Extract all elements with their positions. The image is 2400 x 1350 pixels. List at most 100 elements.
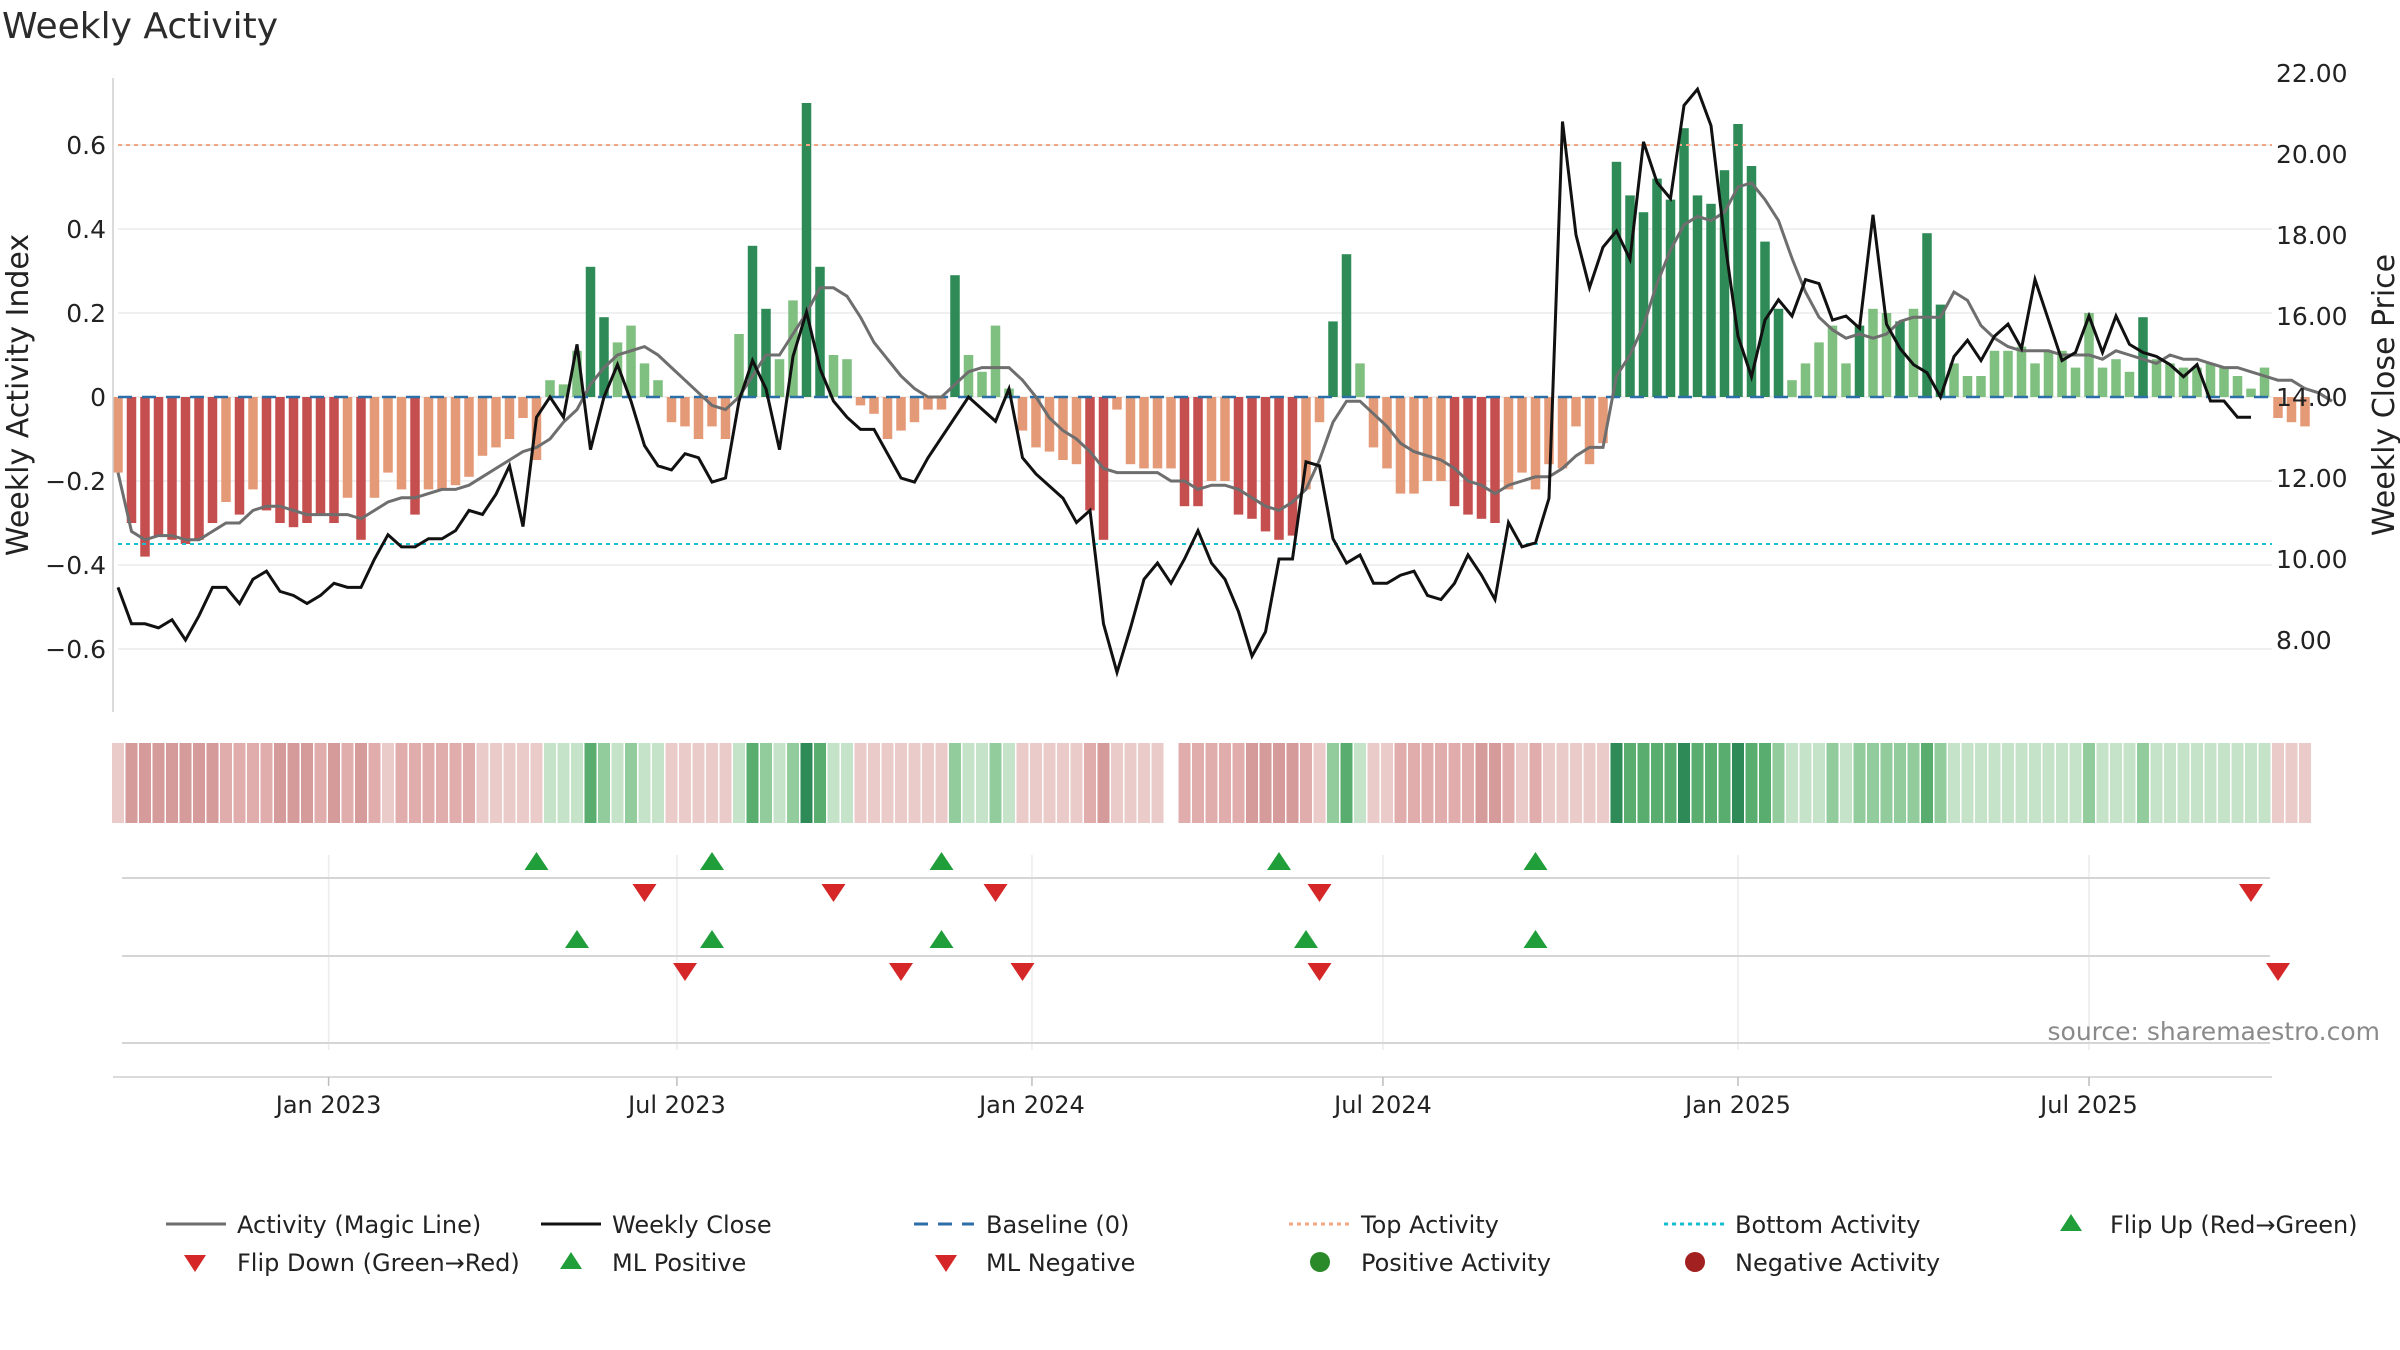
strip-cell bbox=[274, 743, 286, 823]
strip-cell bbox=[463, 743, 475, 823]
strip-cell bbox=[895, 743, 907, 823]
activity-bar bbox=[1638, 212, 1649, 397]
activity-bar bbox=[828, 355, 839, 397]
activity-bar bbox=[2151, 359, 2162, 397]
strip-cell bbox=[1880, 743, 1893, 823]
strip-cell bbox=[2299, 743, 2311, 823]
activity-bar bbox=[1247, 397, 1257, 519]
strip-cell bbox=[1259, 743, 1272, 823]
strip-cell bbox=[665, 743, 678, 823]
activity-bar bbox=[977, 371, 987, 397]
flip-up-marker bbox=[524, 852, 549, 870]
strip-cell bbox=[746, 743, 759, 823]
ml-negative-marker bbox=[2266, 963, 2290, 981]
activity-bar bbox=[2057, 350, 2067, 397]
strip-cell bbox=[1340, 743, 1353, 823]
y-tick-label: 0.2 bbox=[66, 299, 106, 328]
strip-cell bbox=[1030, 743, 1042, 823]
strip-cell bbox=[152, 743, 165, 823]
flip-down-marker bbox=[2239, 884, 2263, 902]
strip-cell bbox=[1435, 743, 1447, 823]
strip-cell bbox=[2204, 743, 2217, 823]
activity-bar bbox=[855, 397, 866, 406]
activity-bar bbox=[1530, 397, 1541, 490]
strip-cell bbox=[1151, 743, 1164, 823]
strip-cell bbox=[490, 743, 502, 823]
legend-flip-down: Flip Down (Green→Red) bbox=[237, 1249, 520, 1277]
y2-tick-label: 8.00 bbox=[2276, 626, 2332, 655]
strip-cell bbox=[112, 743, 124, 823]
activity-bar bbox=[923, 397, 933, 410]
activity-bar bbox=[1746, 166, 1757, 397]
strip-cell bbox=[787, 743, 799, 823]
activity-bar bbox=[815, 266, 825, 397]
strip-cell bbox=[1583, 743, 1596, 823]
y2-tick-label: 10.00 bbox=[2276, 545, 2348, 574]
ml-positive-marker bbox=[1294, 930, 1318, 948]
activity-bar bbox=[1787, 380, 1797, 397]
activity-bar bbox=[464, 397, 474, 477]
activity-bar bbox=[1868, 308, 1878, 397]
activity-bar bbox=[113, 397, 123, 473]
strip-cell bbox=[733, 743, 745, 823]
ml-negative-marker bbox=[889, 963, 913, 981]
activity-bar bbox=[2246, 388, 2256, 397]
strip-cell bbox=[179, 743, 192, 823]
strip-cell bbox=[2177, 743, 2190, 823]
ml-positive-marker bbox=[565, 930, 589, 948]
activity-bar bbox=[2003, 350, 2013, 397]
activity-bar bbox=[1301, 397, 1311, 490]
activity-bar bbox=[1881, 313, 1892, 397]
activity-bar bbox=[423, 397, 434, 490]
activity-bar bbox=[1314, 397, 1325, 423]
strip-cell bbox=[625, 743, 637, 823]
strip-cell bbox=[2069, 743, 2082, 823]
strip-cell bbox=[1732, 743, 1744, 823]
activity-bar bbox=[2043, 350, 2054, 397]
activity-bars bbox=[113, 103, 2310, 557]
legend-ml-positive: ML Positive bbox=[612, 1249, 746, 1277]
activity-bar bbox=[2286, 397, 2297, 423]
strip-cell bbox=[1313, 743, 1326, 823]
strip-cell bbox=[1664, 743, 1677, 823]
activity-bar bbox=[666, 397, 677, 423]
activity-bar bbox=[896, 397, 906, 431]
strip-cell bbox=[1448, 743, 1461, 823]
activity-bar bbox=[1031, 397, 1041, 448]
strip-cell bbox=[422, 743, 435, 823]
activity-bar bbox=[2030, 363, 2040, 397]
activity-bar bbox=[950, 275, 960, 397]
strip-cell bbox=[800, 743, 813, 823]
activity-bar bbox=[1827, 325, 1838, 397]
flip-up-marker bbox=[700, 852, 724, 870]
activity-bar bbox=[1220, 397, 1230, 481]
activity-bar bbox=[1368, 397, 1379, 448]
strip-cell bbox=[503, 743, 516, 823]
x-tick-label: Jul 2024 bbox=[1332, 1091, 1432, 1119]
activity-bar bbox=[2192, 367, 2202, 397]
ml-negative-marker bbox=[1010, 963, 1035, 981]
strip-cell bbox=[287, 743, 300, 823]
strip-cell bbox=[679, 743, 691, 823]
strip-cell bbox=[719, 743, 732, 823]
activity-bar bbox=[248, 397, 258, 490]
y2-tick-label: 12.00 bbox=[2276, 464, 2348, 493]
strip-cell bbox=[1894, 743, 1906, 823]
activity-bar bbox=[1935, 304, 1946, 397]
activity-bar bbox=[1800, 363, 1811, 397]
activity-bar bbox=[1422, 397, 1433, 481]
activity-bar bbox=[1611, 161, 1622, 397]
strip-cell bbox=[827, 743, 840, 823]
strip-cell bbox=[571, 743, 583, 823]
strip-cell bbox=[1381, 743, 1393, 823]
strip-cell bbox=[1232, 743, 1245, 823]
activity-bar bbox=[342, 397, 353, 498]
strip-cell bbox=[922, 743, 934, 823]
strip-cell bbox=[328, 743, 340, 823]
activity-bar bbox=[1274, 397, 1284, 540]
legend-swatch-flip-up bbox=[2060, 1214, 2082, 1231]
activity-bar bbox=[234, 397, 245, 515]
activity-bar bbox=[2205, 363, 2216, 397]
legend-positive-activity: Positive Activity bbox=[1361, 1249, 1551, 1277]
activity-bar bbox=[2070, 367, 2081, 397]
